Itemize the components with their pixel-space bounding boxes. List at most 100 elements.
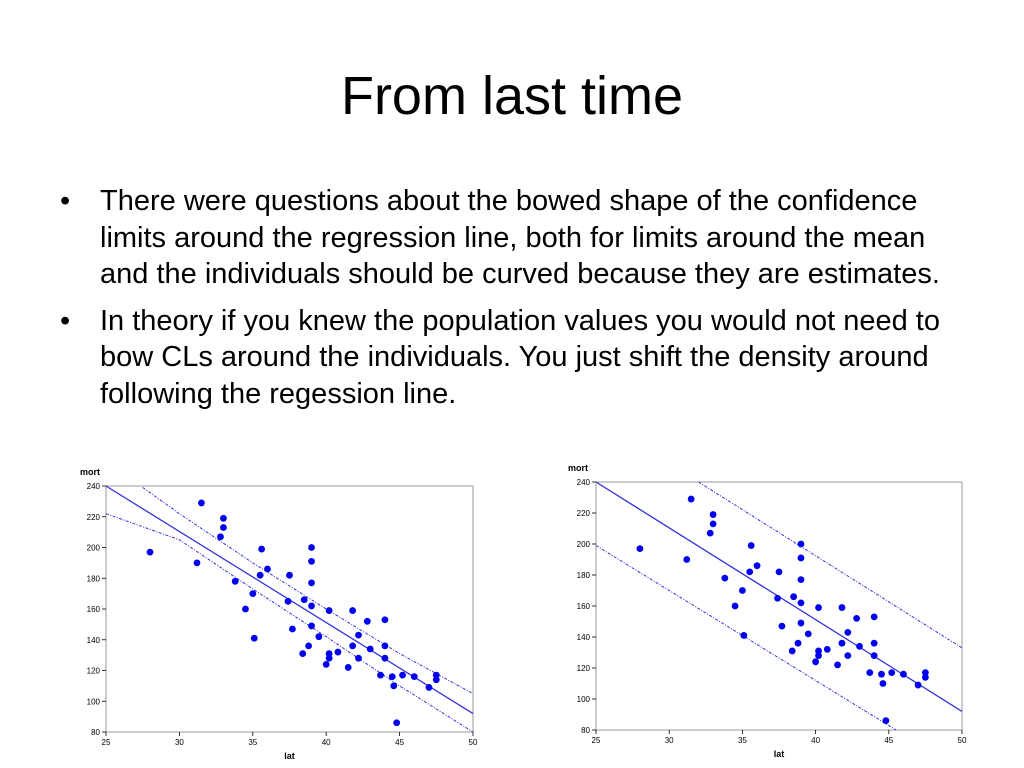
x-tick-label: 35 — [248, 738, 257, 747]
data-point — [746, 568, 754, 576]
data-point — [879, 680, 887, 687]
data-point — [812, 658, 819, 666]
y-tick-label: 100 — [577, 695, 591, 704]
y-tick-label: 200 — [87, 544, 101, 553]
bullet-marker: • — [60, 304, 71, 337]
bullet-item: • In theory if you knew the population v… — [60, 303, 980, 413]
data-point — [308, 557, 315, 565]
data-point — [308, 602, 315, 610]
bullet-text: In theory if you knew the population val… — [100, 304, 940, 410]
slide-title: From last time — [340, 66, 684, 126]
data-point — [250, 634, 258, 642]
data-point — [432, 671, 440, 679]
data-point — [731, 602, 739, 610]
data-point — [778, 622, 786, 630]
data-point — [914, 681, 922, 689]
data-point — [425, 684, 433, 691]
data-point — [753, 562, 761, 570]
data-point — [870, 652, 878, 659]
data-point — [856, 642, 863, 650]
data-point — [853, 615, 860, 622]
data-point — [636, 545, 644, 553]
upper-confidence-limit — [142, 487, 474, 695]
y-axis-label: mort — [80, 467, 100, 477]
y-tick-label: 180 — [577, 571, 591, 580]
bullet-marker: • — [60, 185, 71, 217]
data-point — [797, 599, 805, 607]
bullet-item: • There were questions about the bowed s… — [60, 183, 980, 293]
data-point — [709, 520, 717, 528]
data-point — [300, 596, 308, 604]
data-point — [325, 650, 333, 657]
data-point — [878, 670, 885, 678]
data-point — [866, 669, 874, 677]
data-point — [349, 642, 357, 650]
x-tick-label: 50 — [958, 736, 967, 745]
data-point — [739, 587, 746, 594]
data-point — [242, 605, 249, 613]
data-point — [774, 594, 781, 602]
y-tick-label: 120 — [577, 664, 591, 673]
data-point — [231, 577, 239, 585]
bullet-list: • There were questions about the bowed s… — [60, 183, 980, 422]
plot-frame — [105, 485, 474, 733]
y-tick-label: 140 — [577, 633, 591, 642]
data-point — [922, 673, 929, 681]
y-tick-label: 220 — [87, 513, 101, 522]
bullet-text: There were questions about the bowed sha… — [100, 185, 940, 290]
data-point — [797, 554, 805, 562]
x-tick-label: 45 — [884, 736, 893, 745]
x-axis-label: lat — [774, 749, 785, 759]
data-point — [844, 628, 852, 636]
data-point — [315, 633, 323, 641]
x-tick-label: 25 — [592, 736, 601, 745]
data-point — [709, 511, 717, 518]
data-point — [794, 639, 802, 647]
data-point — [900, 670, 907, 678]
data-point — [747, 542, 755, 549]
data-point — [399, 671, 406, 679]
data-point — [146, 548, 154, 556]
data-point — [198, 499, 205, 507]
data-point — [410, 673, 418, 681]
y-axis-label: mort — [568, 463, 588, 473]
data-point — [797, 540, 805, 548]
data-point — [393, 719, 401, 727]
data-point — [815, 652, 822, 659]
data-point — [844, 652, 852, 659]
y-tick-label: 180 — [87, 574, 101, 583]
data-point — [249, 590, 257, 598]
data-point — [284, 597, 292, 605]
data-point — [790, 593, 798, 601]
data-point — [381, 642, 389, 650]
data-point — [775, 568, 783, 576]
data-point — [838, 604, 846, 611]
data-point — [381, 654, 389, 662]
y-tick-label: 140 — [87, 636, 101, 645]
data-point — [683, 556, 691, 563]
data-point — [390, 682, 398, 690]
data-point — [193, 559, 201, 567]
data-point — [815, 604, 822, 611]
data-point — [363, 617, 371, 625]
data-point — [308, 622, 315, 630]
data-point — [706, 529, 714, 537]
data-point — [286, 571, 293, 579]
data-point — [797, 576, 805, 584]
data-point — [388, 673, 396, 681]
data-point — [355, 654, 362, 662]
x-tick-label: 30 — [665, 736, 674, 745]
data-point — [870, 639, 878, 647]
data-point — [377, 671, 384, 679]
data-point — [344, 664, 352, 671]
data-point — [888, 669, 896, 677]
data-point — [355, 631, 362, 639]
scatter-plot-mean-limits: 25 30 35 40 45 50 80 100 120 140 160 180 200 220 240 mo… — [80, 467, 478, 761]
scatter-plot-individual-limits: 25 30 35 40 45 50 80 100 120 140 160 180 200 220 240 mo… — [568, 463, 967, 759]
data-point — [220, 514, 227, 522]
data-point — [217, 533, 224, 541]
data-point — [922, 669, 929, 677]
data-point — [788, 647, 796, 655]
data-point — [322, 660, 330, 668]
data-point — [264, 565, 271, 573]
